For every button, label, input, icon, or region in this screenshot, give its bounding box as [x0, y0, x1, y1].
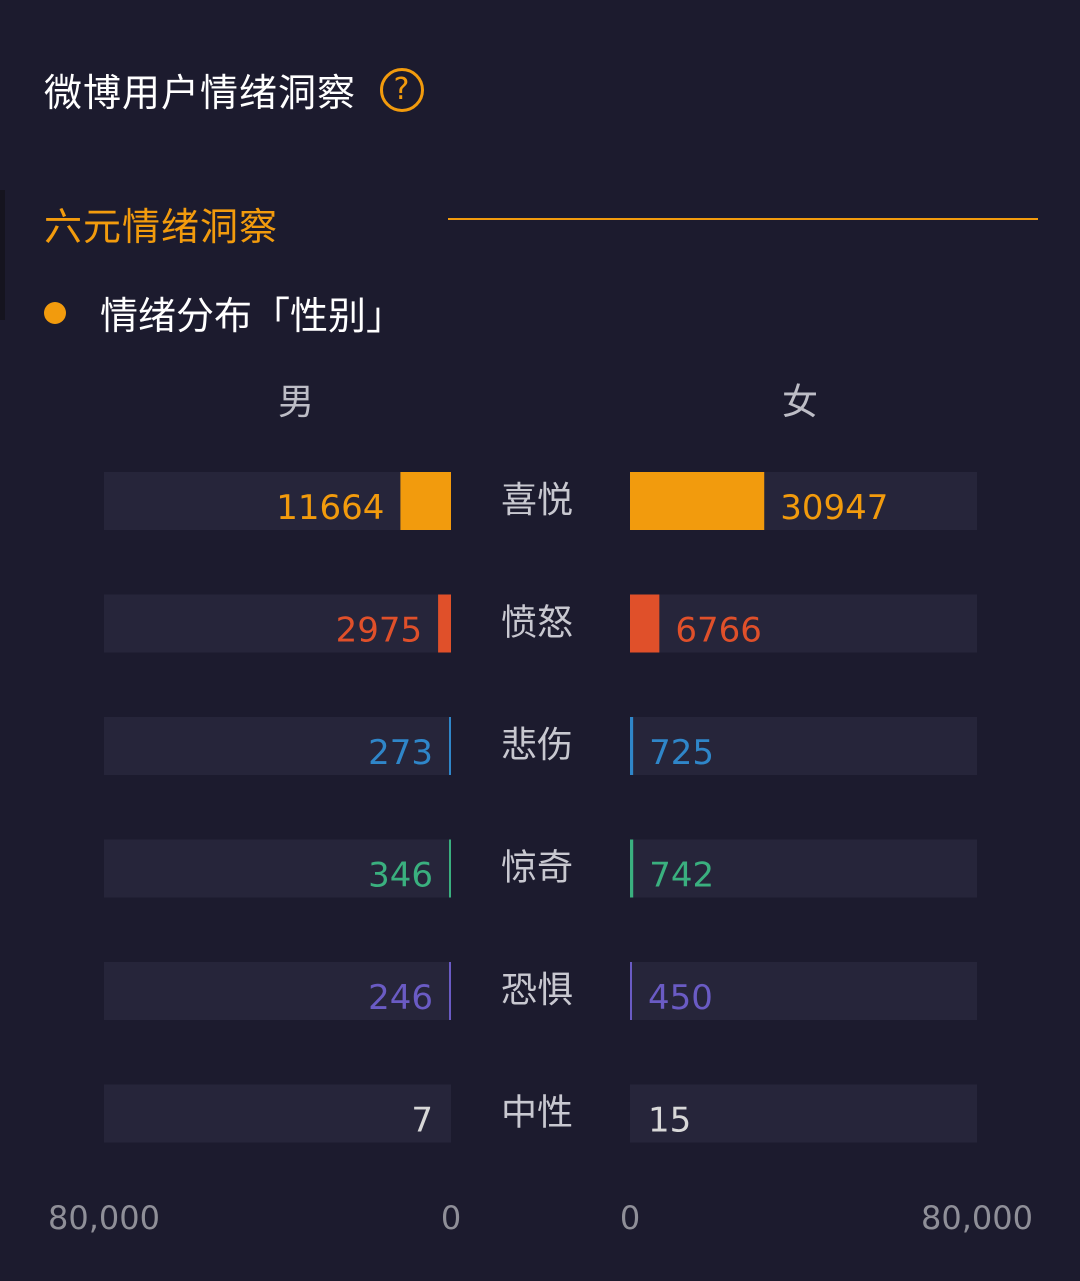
series-header-female: 女 [782, 382, 818, 423]
label-female-0: 30947 [780, 488, 888, 528]
track-male-3 [104, 839, 451, 898]
bar-female-1 [630, 594, 660, 653]
track-female-1 [630, 594, 977, 653]
track-female-2 [630, 717, 977, 775]
label-female-2: 725 [649, 733, 714, 773]
track-female-3 [630, 839, 977, 898]
category-label-0: 喜悦 [501, 480, 573, 521]
category-label-1: 愤怒 [501, 603, 573, 644]
bar-female-2 [630, 717, 634, 775]
track-male-5 [104, 1084, 451, 1143]
label-female-4: 450 [648, 978, 713, 1018]
subsection-title: 情绪分布「性别」 [44, 285, 404, 340]
bar-male-4 [449, 962, 451, 1020]
axis-tick-left-zero: 0 [441, 1199, 461, 1237]
axis-tick-right-max: 80,000 [921, 1199, 1033, 1237]
bar-male-1 [438, 594, 451, 653]
label-male-2: 273 [368, 733, 433, 773]
axis-tick-right-zero: 0 [620, 1199, 640, 1237]
bar-female-0 [630, 472, 765, 530]
category-label-4: 恐惧 [501, 970, 573, 1011]
label-female-1: 6766 [675, 611, 762, 651]
page-title: 微博用户情绪洞察 ? [44, 62, 425, 117]
bar-male-2 [449, 717, 451, 775]
question-circle-icon[interactable]: ? [380, 67, 425, 112]
track-female-4 [630, 962, 977, 1020]
label-female-3: 742 [649, 856, 714, 896]
label-male-5: 7 [411, 1101, 433, 1141]
bar-male-3 [449, 839, 451, 898]
label-male-4: 246 [368, 978, 433, 1018]
track-female-5 [630, 1084, 977, 1143]
track-male-0 [104, 472, 451, 530]
series-header-male: 男 [278, 382, 314, 423]
label-male-0: 11664 [276, 488, 384, 528]
category-label-2: 悲伤 [501, 725, 573, 766]
page-title-text: 微博用户情绪洞察 [44, 71, 357, 115]
bar-female-3 [630, 839, 634, 898]
bullet-dot-icon [44, 301, 66, 324]
bar-female-4 [630, 962, 632, 1020]
track-male-2 [104, 717, 451, 775]
subsection-title-text: 情绪分布「性别」 [100, 294, 405, 338]
label-male-1: 2975 [336, 611, 423, 651]
section-title: 六元情绪洞察 [44, 205, 279, 249]
track-male-4 [104, 962, 451, 1020]
bar-male-0 [400, 472, 451, 530]
section-divider [448, 218, 1038, 220]
left-edge-divider [0, 190, 5, 320]
label-male-3: 346 [368, 856, 433, 896]
label-female-5: 15 [648, 1101, 691, 1141]
track-male-1 [104, 594, 451, 653]
category-label-5: 中性 [501, 1093, 573, 1134]
axis-tick-left-max: 80,000 [48, 1199, 160, 1237]
category-label-3: 惊奇 [501, 848, 573, 889]
